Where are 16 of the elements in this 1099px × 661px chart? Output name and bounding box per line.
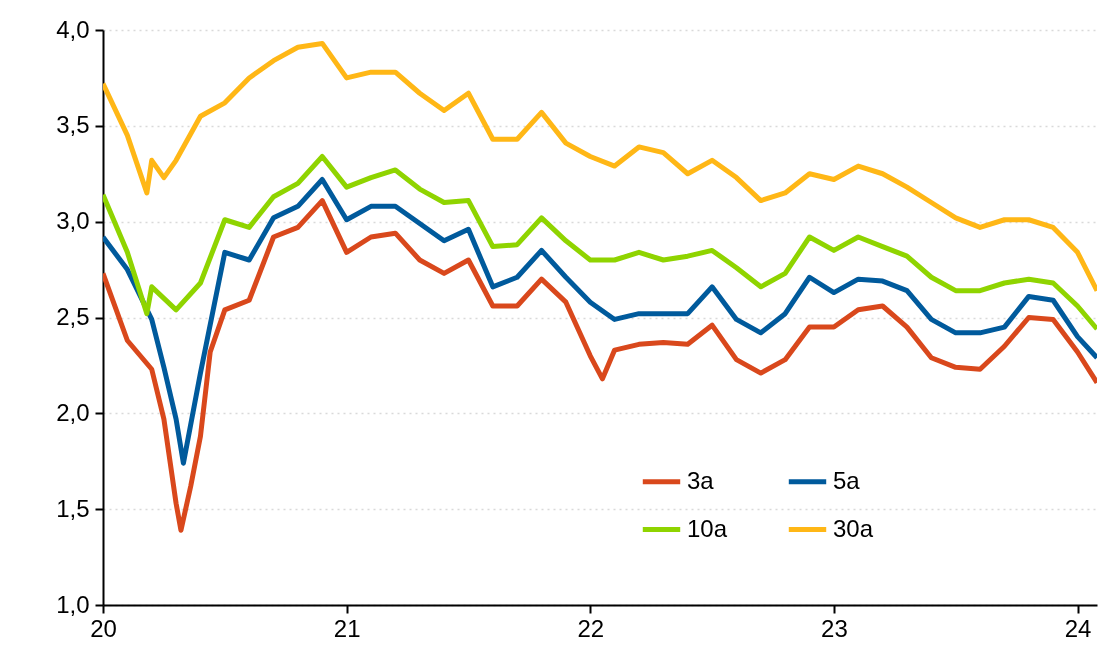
y-tick-label: 2,5 [56, 303, 90, 330]
legend-label: 30a [833, 514, 874, 542]
y-tick-label: 1,5 [56, 494, 90, 522]
y-tick-label: 1,0 [56, 590, 90, 618]
x-tick-label: 24 [1064, 614, 1092, 642]
x-tick-label: 23 [821, 614, 848, 642]
x-tick-label: 22 [577, 614, 605, 642]
y-tick-label: 3,5 [56, 111, 90, 139]
legend-label: 10a [687, 514, 728, 542]
y-tick-label: 3,0 [56, 207, 90, 235]
x-tick-label: 20 [90, 614, 117, 642]
legend-label: 5a [833, 466, 861, 494]
x-tick-label: 21 [333, 614, 361, 642]
y-tick-label: 2,0 [56, 398, 90, 426]
legend-label: 3a [687, 466, 715, 494]
y-tick-label: 4,0 [56, 15, 90, 43]
